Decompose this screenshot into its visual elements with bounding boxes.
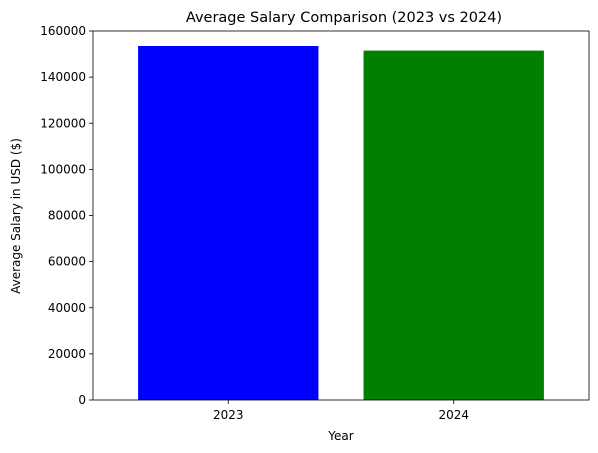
y-tick-label: 40000 — [48, 301, 86, 315]
plot-area — [138, 45, 544, 401]
axes-frame — [92, 30, 590, 401]
y-axis-ticks: 0 20000 40000 60000 80000 100000 120000 140000 1… — [40, 24, 93, 407]
x-tick-label: 2024 — [438, 408, 469, 422]
y-tick-label: 100000 — [40, 162, 86, 176]
y-tick-label: 60000 — [48, 255, 86, 269]
y-tick-label: 120000 — [40, 116, 86, 130]
y-axis-label: Average Salary in USD ($) — [9, 138, 23, 294]
y-tick-label: 140000 — [40, 70, 86, 84]
bar-2023 — [138, 45, 319, 400]
y-tick-label: 160000 — [40, 24, 86, 38]
y-tick-label: 80000 — [48, 209, 86, 223]
bar-2024 — [363, 50, 544, 401]
chart-title: Average Salary Comparison (2023 vs 2024) — [186, 10, 502, 26]
y-tick-label: 0 — [78, 393, 86, 407]
x-axis-ticks: 2023 2024 — [213, 400, 469, 422]
x-tick-label: 2023 — [213, 408, 244, 422]
y-tick-label: 20000 — [48, 347, 86, 361]
x-axis-label: Year — [327, 429, 353, 443]
